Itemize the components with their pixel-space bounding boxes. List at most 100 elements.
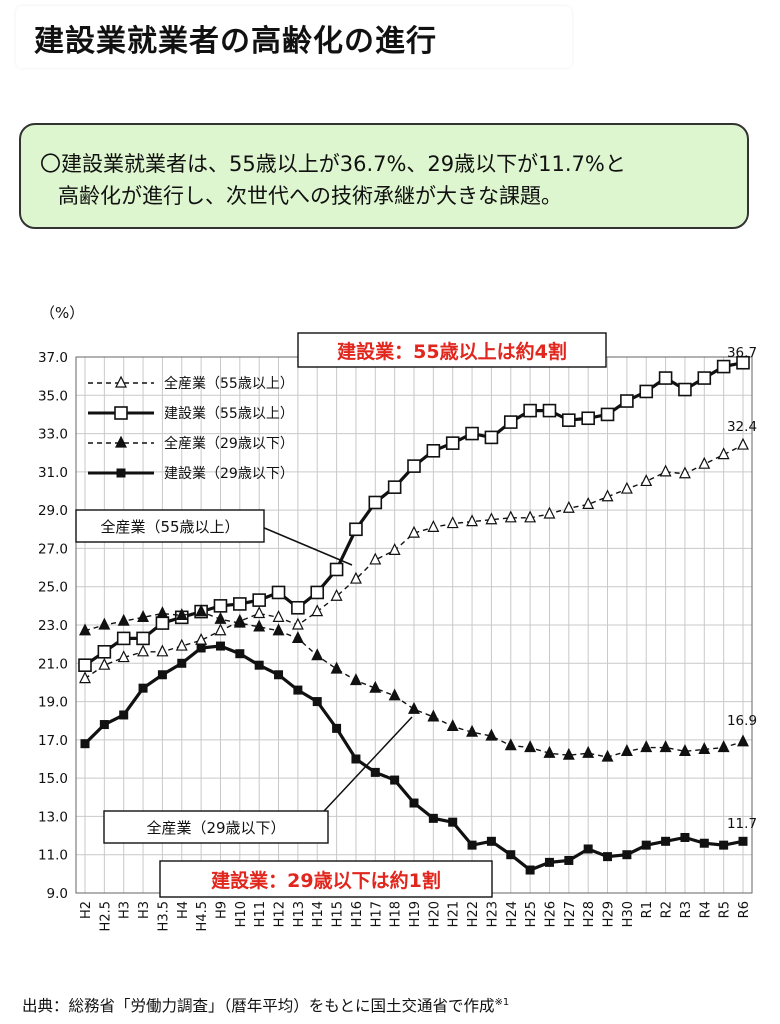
annotation-box-29-label: 全産業（29歳以下） — [146, 819, 285, 837]
data-point-marker — [716, 359, 731, 374]
x-tick-label: H29 — [602, 901, 617, 927]
data-point-marker — [408, 701, 420, 714]
x-tick-label: H9 — [214, 901, 229, 919]
x-tick-label: H11 — [253, 901, 268, 927]
data-point-marker — [427, 520, 440, 532]
x-tick-label: H4.5 — [195, 901, 210, 931]
x-tick-label: H23 — [485, 901, 500, 927]
data-point-marker — [137, 610, 150, 622]
data-point-marker — [368, 495, 383, 510]
x-tick-label: H28 — [582, 901, 597, 927]
data-point-marker — [330, 588, 343, 601]
data-point-marker — [215, 641, 225, 651]
data-point-marker — [699, 838, 709, 848]
x-tick-label: R6 — [737, 901, 752, 918]
x-tick-label: H18 — [389, 901, 404, 927]
y-tick-label: 27.0 — [38, 541, 68, 557]
x-tick-label: H26 — [543, 901, 558, 927]
callout-bottom-label: 建設業：29歳以下は約1割 — [211, 869, 441, 892]
y-tick-label: 29.0 — [38, 503, 68, 519]
data-point-marker — [620, 744, 633, 756]
x-tick-label: R4 — [698, 901, 713, 918]
data-point-marker — [564, 855, 574, 865]
data-point-marker — [116, 468, 126, 478]
callout-top-label: 建設業：55歳以上は約4割 — [337, 340, 567, 363]
data-point-marker — [640, 740, 653, 753]
data-point-marker — [698, 456, 711, 469]
y-tick-label: 9.0 — [47, 886, 68, 902]
data-point-marker — [310, 585, 325, 600]
data-point-marker — [428, 813, 438, 823]
data-point-marker — [195, 604, 208, 617]
data-point-marker — [603, 852, 613, 862]
y-tick-label: 17.0 — [38, 733, 68, 749]
data-point-marker — [349, 571, 362, 584]
data-point-marker — [97, 644, 112, 659]
x-tick-label: R5 — [718, 901, 733, 918]
x-tick-label: H21 — [447, 901, 462, 927]
data-point-marker — [486, 836, 496, 846]
data-point-marker — [426, 443, 441, 458]
end-value-label: 16.9 — [727, 713, 757, 729]
data-point-marker — [312, 697, 322, 707]
data-point-marker — [524, 740, 537, 753]
x-tick-label: H17 — [369, 901, 384, 927]
data-point-marker — [291, 617, 304, 630]
data-point-marker — [581, 411, 595, 426]
y-unit-label: （%） — [40, 304, 84, 322]
data-point-marker — [369, 680, 382, 693]
x-tick-label: H22 — [466, 901, 481, 927]
data-point-marker — [390, 775, 400, 785]
data-point-marker — [388, 688, 401, 701]
callout-top-box — [297, 332, 607, 368]
data-point-marker — [115, 375, 127, 388]
data-point-marker — [736, 355, 750, 370]
x-tick-label: H13 — [292, 901, 307, 927]
x-tick-label: H2.5 — [98, 901, 113, 931]
y-tick-label: 11.0 — [38, 848, 68, 864]
data-point-marker — [116, 631, 131, 646]
series-line-0 — [84, 444, 744, 680]
data-point-marker — [601, 489, 614, 502]
data-point-marker — [504, 510, 517, 523]
annotation-box-55 — [75, 509, 265, 543]
data-point-marker — [369, 552, 382, 565]
legend-label: 全産業（29歳以下） — [164, 435, 294, 452]
data-point-marker — [658, 371, 673, 385]
data-point-marker — [562, 413, 576, 427]
summary-line-2: 高齢化が進行し、次世代への技術承継が大きな課題。 — [58, 184, 562, 208]
data-point-marker — [659, 740, 672, 753]
y-tick-label: 13.0 — [38, 809, 68, 825]
y-tick-label: 35.0 — [38, 388, 68, 404]
data-point-marker — [600, 407, 615, 422]
data-point-marker — [678, 382, 692, 397]
data-point-marker — [157, 670, 167, 680]
x-tick-label: H30 — [621, 901, 636, 927]
data-point-marker — [659, 464, 672, 477]
data-point-marker — [678, 744, 691, 756]
x-tick-label: H20 — [427, 901, 442, 927]
data-point-marker — [214, 611, 227, 624]
data-point-marker — [717, 447, 730, 460]
data-point-marker — [235, 649, 245, 659]
y-tick-label: 21.0 — [38, 656, 68, 672]
data-point-marker — [717, 740, 730, 753]
x-tick-label: H3 — [137, 901, 152, 919]
data-point-marker — [407, 459, 421, 473]
data-point-marker — [136, 631, 150, 646]
source-note-mark: ※1 — [494, 996, 510, 1008]
summary-box — [19, 123, 749, 229]
end-value-label: 36.7 — [727, 345, 757, 361]
data-point-marker — [330, 661, 343, 674]
data-point-marker — [738, 836, 748, 846]
data-point-marker — [678, 466, 691, 479]
x-tick-label: R2 — [660, 901, 675, 918]
data-point-marker — [311, 604, 324, 617]
line-chart: 37.0 35.0 33.0 31.0 29.0 27.0 25.0 23.0 21.0 19.0… — [38, 304, 757, 931]
x-tick-label: H24 — [505, 901, 520, 927]
data-point-marker — [291, 600, 305, 615]
x-tick-label: H4 — [176, 901, 191, 919]
data-point-marker — [349, 522, 363, 537]
data-point-marker — [214, 623, 227, 636]
legend-label: 建設業（55歳以上） — [164, 406, 294, 422]
